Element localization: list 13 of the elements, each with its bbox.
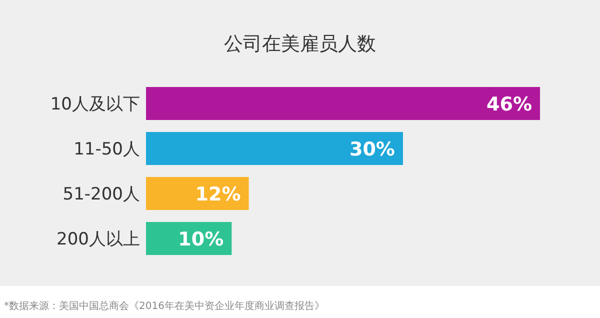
y-tick-label: 51-200人 [62,184,140,204]
data-label: 12% [195,184,241,206]
bar [146,87,540,120]
y-tick-label: 200人以上 [56,230,140,250]
bar [146,132,403,165]
text: *数据来源：美国中国总商会《2016年在美中资企业年度商业调查报告》 [4,300,324,312]
bar [146,177,249,210]
y-tick-label: 11-50人 [74,140,140,160]
y-tick-label: 10人及以下 [50,94,140,114]
chart-title: 公司在美雇员人数 [224,33,376,55]
data-label: 10% [178,228,224,250]
data-label: 46% [486,94,532,116]
data-label: 30% [349,138,395,160]
